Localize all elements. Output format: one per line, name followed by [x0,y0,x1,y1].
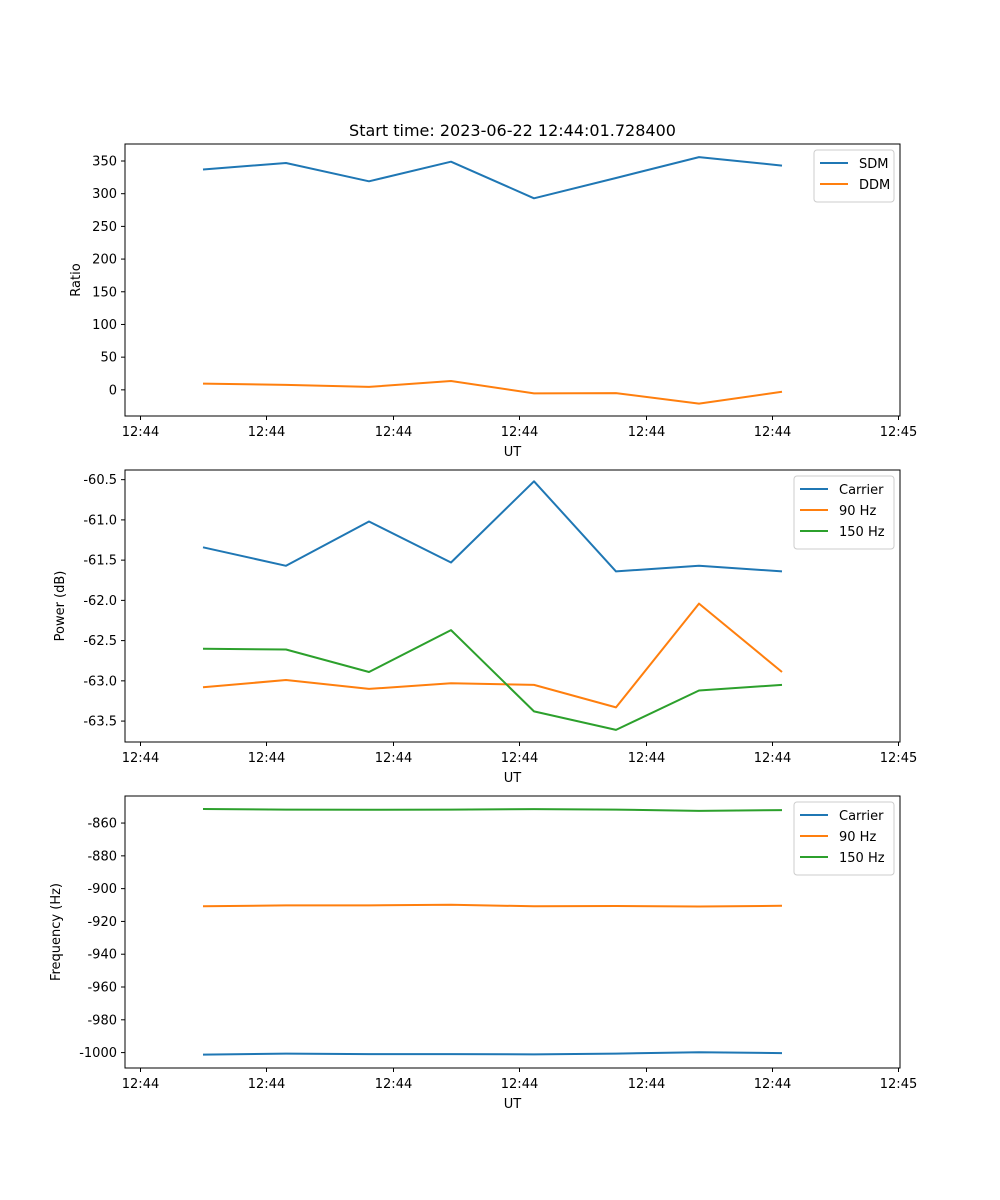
y-tick-label: 200 [92,253,117,268]
legend-label: 150 Hz [839,525,885,540]
legend-label: DDM [859,178,890,193]
x-tick-label: 12:44 [628,751,665,766]
y-tick-label: 50 [100,351,117,366]
legend-label: 150 Hz [839,851,885,866]
y-tick-label: 150 [92,285,117,300]
y-tick-label: 0 [109,383,117,398]
y-tick-label: -860 [87,817,117,832]
x-tick-label: 12:44 [501,1077,538,1092]
plots-group: 12:44 12:44 12:44 12:44 12:44 12:44 12:45 UT 350… [49,143,917,1112]
x-tick-label: 12:44 [122,751,159,766]
x-tick-label: 12:44 [375,425,412,440]
y-tick-label: -61.0 [83,513,117,528]
series-line-150-hz [202,629,783,731]
y-tick-label: 100 [92,318,117,333]
legend-label: 90 Hz [839,830,876,845]
x-tick-label: 12:45 [880,751,917,766]
x-tick-label: 12:44 [754,751,791,766]
x-tick-label: 12:44 [754,1077,791,1092]
y-tick-label: -900 [87,882,117,897]
y-tick-label: -63.5 [83,715,117,730]
series-line-90-hz [202,903,783,908]
y-axis-label: Ratio [69,263,84,296]
x-tick-label: 12:44 [375,751,412,766]
legend-label: Carrier [839,809,884,824]
x-tick-label: 12:44 [248,1077,285,1092]
x-tick-label: 12:44 [628,425,665,440]
y-tick-label: 300 [92,187,117,202]
x-tick-label: 12:45 [880,1077,917,1092]
series-line-sdm [202,156,783,200]
subplot-2: 12:44 12:44 12:44 12:44 12:44 12:44 12:45 UT -60… [53,469,917,786]
x-tick-label: 12:44 [754,425,791,440]
y-tick-label: -63.0 [83,674,117,689]
y-axis-label: Frequency (Hz) [49,883,64,981]
x-tick-label: 12:44 [248,751,285,766]
legend-label: Carrier [839,483,884,498]
y-tick-label: -980 [87,1013,117,1028]
axes-frame [124,795,901,1069]
y-tick-label: -61.5 [83,554,117,569]
x-tick-label: 12:44 [501,425,538,440]
subplot-1: 12:44 12:44 12:44 12:44 12:44 12:44 12:45 UT 350… [69,143,917,460]
x-tick-label: 12:44 [628,1077,665,1092]
y-axis-label: Power (dB) [53,571,68,642]
x-tick-label: 12:44 [122,1077,159,1092]
axes-frame [124,469,901,743]
x-tick-label: 12:45 [880,425,917,440]
x-tick-label: 12:44 [375,1077,412,1092]
figure-title: Start time: 2023-06-22 12:44:01.728400 [349,121,676,140]
y-tick-label: -1000 [79,1046,117,1061]
y-tick-label: -62.5 [83,634,117,649]
series-line-carrier [202,1051,783,1056]
y-tick-label: -880 [87,849,117,864]
y-tick-label: 250 [92,220,117,235]
x-axis-label: UT [504,1097,522,1112]
series-line-carrier [202,480,783,573]
subplot-3: 12:44 12:44 12:44 12:44 12:44 12:44 12:45 UT -86… [49,795,917,1112]
series-line-ddm [202,380,783,405]
x-tick-label: 12:44 [501,751,538,766]
y-tick-label: -60.5 [83,473,117,488]
axes-frame [124,143,901,417]
y-tick-label: -62.0 [83,594,117,609]
x-axis-label: UT [504,445,522,460]
x-tick-label: 12:44 [122,425,159,440]
series-line-150-hz [202,808,783,812]
y-tick-label: 350 [92,155,117,170]
y-tick-label: -960 [87,981,117,996]
y-tick-label: -940 [87,948,117,963]
legend-label: SDM [859,157,888,172]
series-line-90-hz [202,602,783,709]
y-tick-label: -920 [87,915,117,930]
x-tick-label: 12:44 [248,425,285,440]
x-axis-label: UT [504,771,522,786]
legend-label: 90 Hz [839,504,876,519]
